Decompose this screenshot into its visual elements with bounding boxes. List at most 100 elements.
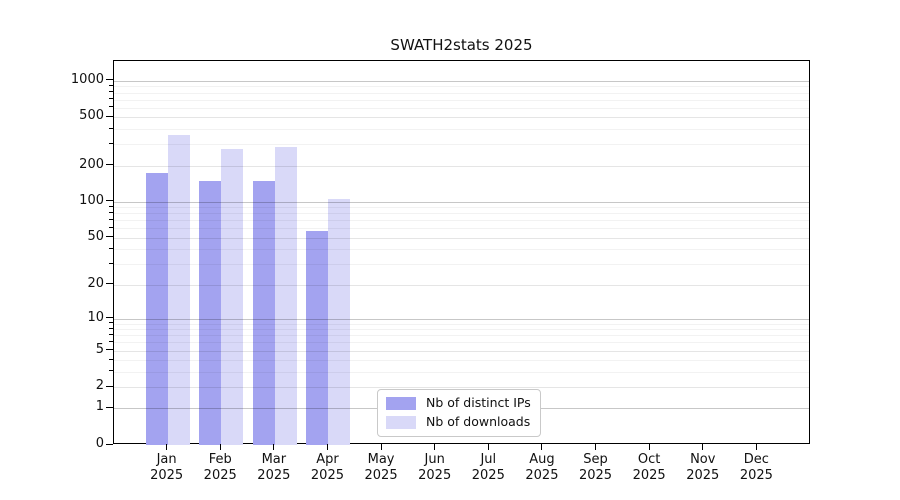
- gridline: [114, 80, 809, 82]
- x-tick-mark: [380, 444, 382, 450]
- y-tick-label: 0: [95, 436, 104, 451]
- gridline-minor: [114, 323, 809, 325]
- gridline-minor: [114, 360, 809, 362]
- y-tick-mark: [106, 79, 113, 81]
- legend-item-downloads: Nb of downloads: [386, 414, 531, 430]
- gridline-minor: [114, 207, 809, 209]
- y-minor-tick-mark: [109, 91, 113, 93]
- chart-title: SWATH2stats 2025: [390, 36, 533, 54]
- gridline: [114, 117, 809, 119]
- gridline-minor: [114, 129, 809, 131]
- x-tick-mark: [702, 444, 704, 450]
- x-tick-mark: [326, 444, 328, 450]
- bar-nb-of-downloads-mar: [274, 146, 297, 445]
- y-tick-mark: [106, 283, 113, 285]
- y-minor-tick-mark: [109, 218, 113, 220]
- gridline-minor: [114, 342, 809, 344]
- x-tick-mark: [487, 444, 489, 450]
- bar-nb-of-distinct-ips-feb: [199, 180, 222, 445]
- x-tick-label: Aug 2025: [525, 452, 559, 483]
- bar-nb-of-distinct-ips-jan: [145, 172, 168, 445]
- y-minor-tick-mark: [109, 98, 113, 100]
- x-tick-label: Feb 2025: [203, 452, 237, 483]
- x-tick-mark: [219, 444, 221, 450]
- legend-label-downloads: Nb of downloads: [426, 414, 531, 429]
- y-minor-tick-mark: [109, 84, 113, 86]
- y-minor-tick-mark: [109, 322, 113, 324]
- x-tick-label: Jun 2025: [418, 452, 452, 483]
- y-minor-tick-mark: [109, 358, 113, 360]
- y-tick-mark: [106, 200, 113, 202]
- y-tick-label: 50: [87, 228, 104, 244]
- y-tick-label: 20: [87, 275, 104, 291]
- x-tick-mark: [648, 444, 650, 450]
- y-tick-mark: [106, 385, 113, 387]
- y-tick-mark: [106, 164, 113, 166]
- y-minor-tick-mark: [109, 370, 113, 372]
- y-tick-label: 200: [79, 156, 104, 172]
- y-minor-tick-mark: [109, 106, 113, 108]
- bar-nb-of-downloads-jan: [167, 134, 190, 445]
- x-tick-label: May 2025: [364, 452, 398, 483]
- gridline: [114, 201, 809, 203]
- y-tick-mark: [106, 349, 113, 351]
- gridline: [114, 284, 809, 286]
- y-minor-tick-mark: [109, 247, 113, 249]
- gridline: [114, 237, 809, 239]
- gridline-minor: [114, 220, 809, 222]
- gridline: [114, 165, 809, 167]
- x-tick-label: Jan 2025: [150, 452, 184, 483]
- x-tick-label: Sep 2025: [578, 452, 613, 483]
- x-tick-mark: [434, 444, 436, 450]
- gridline-minor: [114, 264, 809, 266]
- x-tick-label: Mar 2025: [257, 452, 291, 483]
- gridline: [114, 318, 809, 320]
- y-minor-tick-mark: [109, 127, 113, 129]
- x-tick-label: Nov 2025: [686, 452, 720, 483]
- gridline-minor: [114, 329, 809, 331]
- gridline-minor: [114, 335, 809, 337]
- y-tick-label: 100: [79, 192, 104, 208]
- legend: Nb of distinct IPs Nb of downloads: [377, 389, 541, 437]
- y-tick-label: 500: [79, 108, 104, 124]
- x-tick-mark: [166, 444, 168, 450]
- bar-nb-of-downloads-apr: [328, 199, 351, 445]
- gridline: [114, 350, 809, 352]
- legend-swatch-distinct-ips-icon: [386, 396, 416, 410]
- gridline-minor: [114, 99, 809, 101]
- y-tick-label: 1: [95, 399, 104, 415]
- x-tick-label: Dec 2025: [739, 452, 773, 483]
- y-minor-tick-mark: [109, 333, 113, 335]
- gridline-minor: [114, 228, 809, 230]
- y-minor-tick-mark: [109, 142, 113, 144]
- y-tick-label: 5: [95, 341, 104, 357]
- y-minor-tick-mark: [109, 205, 113, 207]
- y-tick-mark: [106, 443, 113, 445]
- x-tick-mark: [273, 444, 275, 450]
- legend-label-distinct-ips: Nb of distinct IPs: [426, 395, 531, 410]
- x-tick-mark: [541, 444, 543, 450]
- gridline-minor: [114, 371, 809, 373]
- y-tick-mark: [106, 115, 113, 117]
- bar-nb-of-downloads-feb: [221, 148, 244, 445]
- y-tick-label: 2: [95, 378, 104, 394]
- y-tick-label: 10: [87, 309, 104, 325]
- x-tick-mark: [755, 444, 757, 450]
- gridline: [114, 387, 809, 389]
- y-minor-tick-mark: [109, 327, 113, 329]
- x-tick-mark: [595, 444, 597, 450]
- y-tick-mark: [106, 406, 113, 408]
- gridline-minor: [114, 249, 809, 251]
- gridline-minor: [114, 213, 809, 215]
- gridline-minor: [114, 92, 809, 94]
- y-minor-tick-mark: [109, 211, 113, 213]
- bar-nb-of-distinct-ips-apr: [306, 231, 329, 445]
- gridline-minor: [114, 86, 809, 88]
- y-minor-tick-mark: [109, 340, 113, 342]
- legend-item-distinct-ips: Nb of distinct IPs: [386, 395, 531, 411]
- y-minor-tick-mark: [109, 262, 113, 264]
- y-tick-mark: [106, 317, 113, 319]
- y-minor-tick-mark: [109, 226, 113, 228]
- gridline-minor: [114, 107, 809, 109]
